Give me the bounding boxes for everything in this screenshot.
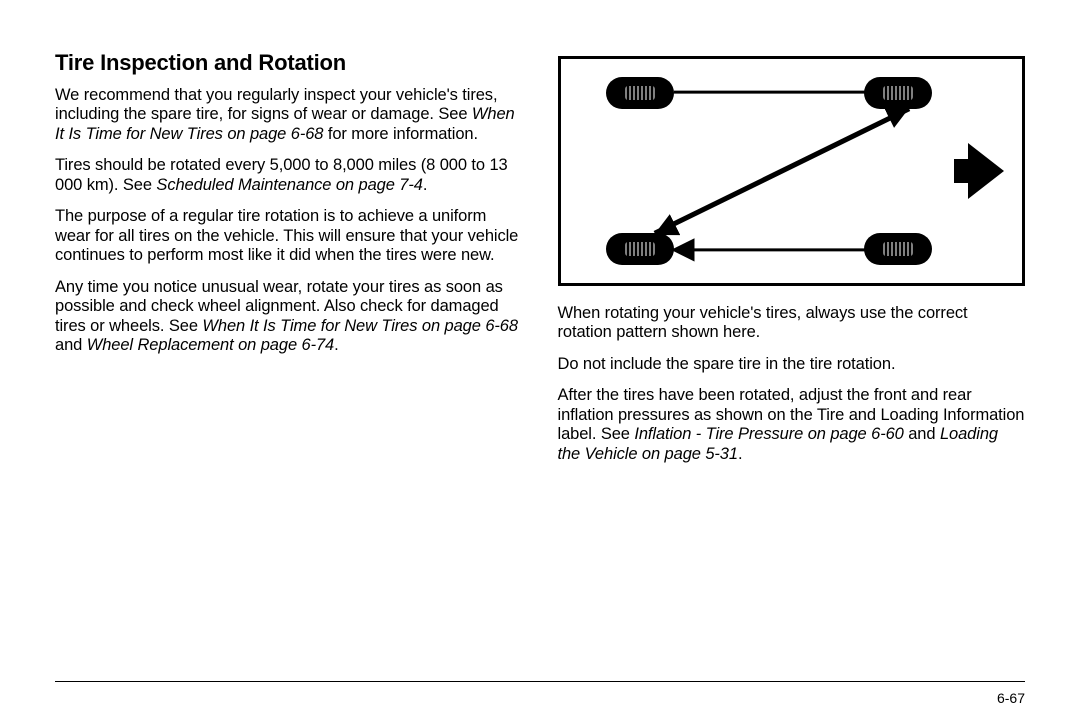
front-direction-arrow-icon — [968, 143, 1004, 199]
text: . — [334, 336, 338, 354]
tire-bottom-left-icon — [606, 233, 674, 265]
tire-top-left-icon — [606, 77, 674, 109]
paragraph-2: Tires should be rotated every 5,000 to 8… — [55, 156, 523, 195]
paragraph-r1: When rotating your vehicle's tires, alwa… — [558, 304, 1026, 343]
section-heading: Tire Inspection and Rotation — [55, 50, 523, 76]
rotation-diagram — [558, 56, 1026, 286]
text: . — [738, 445, 742, 463]
two-column-layout: Tire Inspection and Rotation We recommen… — [55, 50, 1025, 476]
text: and — [55, 336, 87, 354]
right-column: When rotating your vehicle's tires, alwa… — [558, 50, 1026, 476]
paragraph-3: The purpose of a regular tire rotation i… — [55, 207, 523, 265]
reference-italic: When It Is Time for New Tires on page 6-… — [202, 317, 518, 335]
reference-italic: Wheel Replacement on page 6-74 — [87, 336, 334, 354]
left-column: Tire Inspection and Rotation We recommen… — [55, 50, 523, 476]
text: for more information. — [323, 125, 478, 143]
tire-bottom-right-icon — [864, 233, 932, 265]
reference-italic: Scheduled Maintenance on page 7-4 — [156, 176, 422, 194]
page-number: 6-67 — [997, 690, 1025, 706]
paragraph-r3: After the tires have been rotated, adjus… — [558, 386, 1026, 464]
reference-italic: Inflation - Tire Pressure on page 6-60 — [634, 425, 903, 443]
paragraph-4: Any time you notice unusual wear, rotate… — [55, 278, 523, 356]
tire-top-right-icon — [864, 77, 932, 109]
paragraph-1: We recommend that you regularly inspect … — [55, 86, 523, 144]
text: . — [423, 176, 427, 194]
text: We recommend that you regularly inspect … — [55, 86, 497, 123]
paragraph-r2: Do not include the spare tire in the tir… — [558, 355, 1026, 374]
footer-rule — [55, 681, 1025, 682]
text: and — [904, 425, 940, 443]
